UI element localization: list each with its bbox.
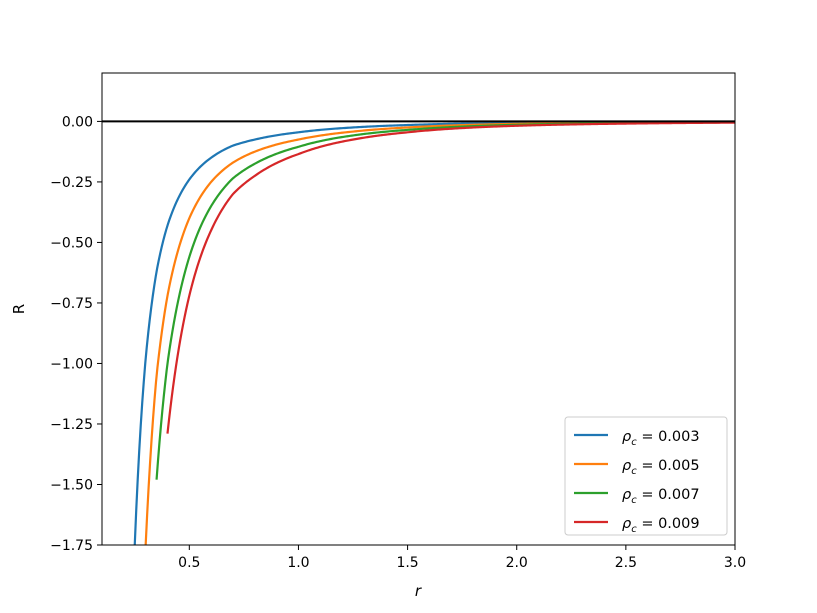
- legend-label-1: ρc = 0.005: [622, 458, 700, 477]
- y-tick-label: −1.00: [50, 356, 93, 372]
- x-axis-label: r: [415, 582, 422, 600]
- legend-label-3: ρc = 0.009: [622, 516, 700, 535]
- legend-label-0: ρc = 0.003: [622, 429, 700, 448]
- x-axis: 0.5 1.0 1.5 2.0 2.5 3.0: [178, 545, 746, 571]
- y-axis-label: R: [10, 304, 28, 314]
- plot-frame: [101, 72, 736, 546]
- y-tick-label: −1.50: [50, 477, 93, 493]
- x-tick-label: 0.5: [178, 555, 200, 571]
- x-tick-label: 1.0: [287, 555, 309, 571]
- y-tick-label: −0.75: [50, 296, 93, 312]
- y-tick-label: −0.25: [50, 175, 93, 191]
- y-tick-label: 0.00: [62, 114, 93, 130]
- y-tick-label: −1.75: [50, 538, 93, 554]
- x-tick-label: 2.0: [506, 555, 528, 571]
- legend-label-2: ρc = 0.007: [622, 487, 700, 506]
- x-tick-label: 1.5: [396, 555, 418, 571]
- y-axis: 0.00 −0.25 −0.50 −0.75 −1.00 −1.25 −1.50 −1.75: [50, 114, 102, 554]
- legend-frame: [564, 416, 728, 536]
- y-tick-label: −1.25: [50, 417, 93, 433]
- x-tick-label: 2.5: [615, 555, 637, 571]
- x-tick-label: 3.0: [724, 555, 746, 571]
- series-line-3: [166, 121, 735, 434]
- legend: ρc = 0.003 ρc = 0.005 ρc = 0.007 ρc = 0.009: [564, 416, 728, 536]
- y-tick-label: −0.50: [50, 235, 93, 251]
